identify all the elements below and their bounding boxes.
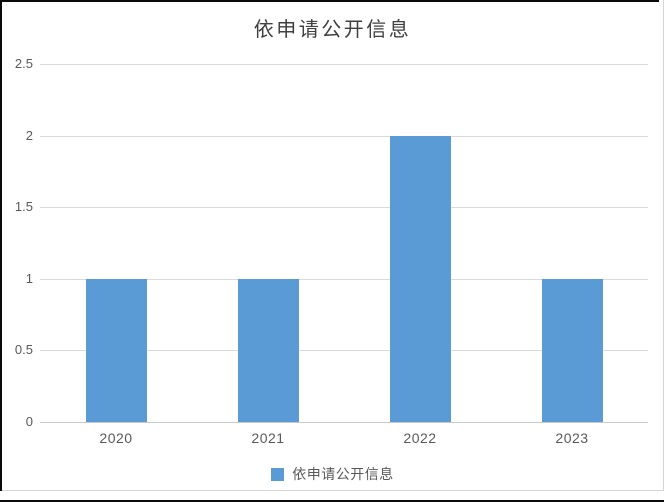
gridline: [40, 64, 648, 65]
gridline: [40, 207, 648, 209]
legend: 依申请公开信息: [2, 464, 663, 484]
x-axis-line: [40, 422, 648, 423]
y-axis-tick-label: 2: [25, 127, 33, 143]
x-axis-tick-label: 2022: [403, 430, 437, 446]
gridline: [40, 135, 648, 137]
legend-label: 依申请公开信息: [292, 466, 394, 482]
y-axis-tick-label: 1.5: [14, 199, 33, 215]
bar-2021: [237, 278, 299, 422]
x-axis-tick-label: 2020: [99, 430, 133, 446]
y-axis-tick-label: 0: [25, 414, 33, 429]
gridline: [40, 278, 648, 280]
y-axis-tick-label: 2.5: [14, 56, 33, 71]
chart-area: 依申请公开信息 0 0.5 1 1.5 2 2.5 2020 2021 2022 2023 依申…: [2, 2, 663, 490]
gridline: [40, 350, 648, 352]
legend-item[interactable]: 依申请公开信息: [271, 464, 394, 484]
plot-area: [40, 64, 648, 423]
bar-2022: [389, 135, 451, 422]
bar-2023: [541, 278, 603, 422]
x-axis-tick-label: 2023: [555, 430, 589, 446]
outer-border-bottom: [0, 500, 664, 502]
chart-title: 依申请公开信息: [253, 19, 412, 41]
x-axis: 2020 2021 2022 2023: [40, 430, 648, 448]
x-axis-tick-label: 2021: [251, 430, 285, 446]
y-axis-tick-label: 0.5: [14, 342, 33, 358]
outer-border-top: [0, 0, 659, 2]
chart-frame-border-bottom: [2, 490, 664, 491]
chart-frame-border-right: [663, 0, 664, 491]
bar-2020: [85, 278, 147, 422]
legend-swatch-icon: [271, 467, 285, 481]
outer-border-left: [0, 0, 2, 491]
y-axis-tick-label: 1: [25, 270, 33, 286]
y-axis: 0 0.5 1 1.5 2 2.5: [2, 57, 33, 429]
